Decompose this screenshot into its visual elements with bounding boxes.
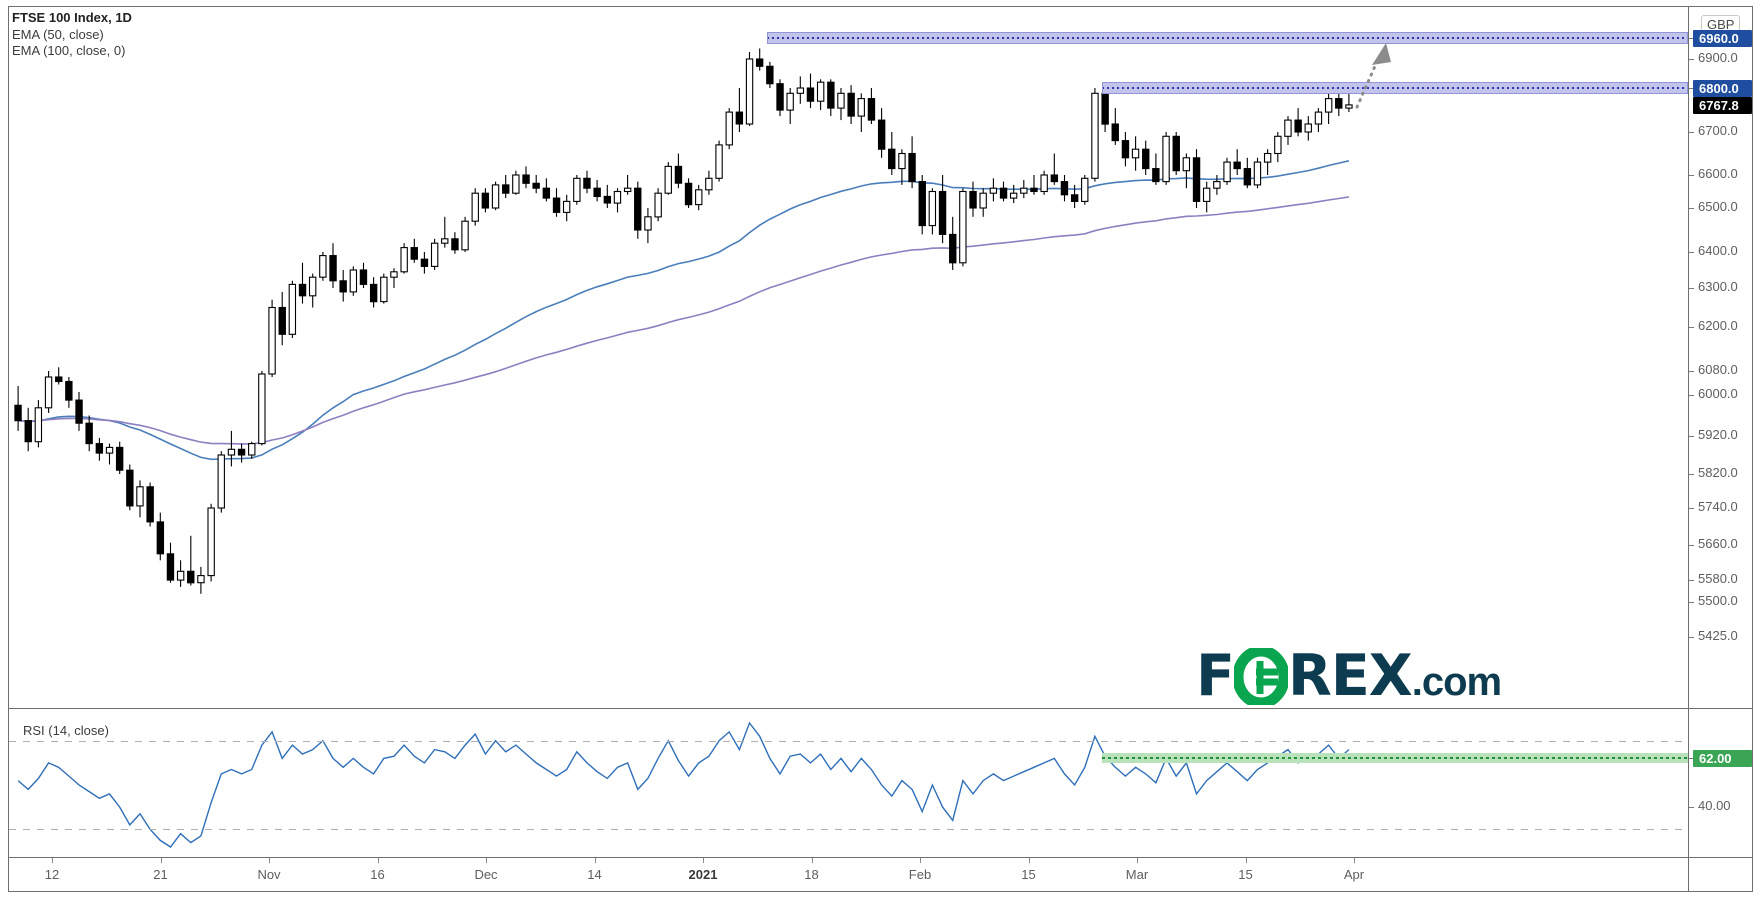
rsi-tick: 62.00 — [1689, 758, 1752, 760]
price-tick: 5820.0 — [1689, 465, 1752, 480]
x-axis[interactable]: 12 21 Nov 16 Dec 14 2021 18 Feb 15 Mar 15 Apr — [9, 858, 1688, 891]
last-price-label[interactable]: 6767.8 — [1693, 96, 1752, 114]
price-tick: 6600.0 — [1689, 166, 1752, 181]
resistance-zone-6960[interactable] — [767, 32, 1688, 44]
logo-text-rex: REX — [1287, 643, 1413, 709]
legend-ema50[interactable]: EMA (50, close) — [12, 26, 104, 42]
price-tick: 6960.0 — [1689, 38, 1752, 39]
price-tick: 5500.0 — [1689, 593, 1752, 608]
chart-legend: FTSE 100 Index, 1D EMA (50, close) EMA (… — [12, 10, 132, 60]
price-tick: 5920.0 — [1689, 427, 1752, 442]
forex-com-logo: F REX.com — [1196, 648, 1502, 705]
legend-title: FTSE 100 Index, 1D — [12, 10, 132, 25]
projection-arrow-icon[interactable] — [1339, 35, 1409, 115]
rsi-line — [17, 721, 1350, 848]
rsi-xaxis-divider — [8, 857, 1753, 858]
price-tick: 6300.0 — [1689, 279, 1752, 294]
rsi-legend-label: RSI (14, close) — [21, 723, 111, 738]
rsi-axis[interactable]: 62.00 40.00 62.00 — [1689, 709, 1752, 857]
rsi-label-62[interactable]: 62.00 — [1693, 749, 1752, 767]
price-tick: 6900.0 — [1689, 50, 1752, 65]
price-tick: 6700.0 — [1689, 123, 1752, 138]
price-tick: 6000.0 — [1689, 386, 1752, 401]
price-tick: 5740.0 — [1689, 499, 1752, 514]
price-label-6800[interactable]: 6800.0 — [1693, 79, 1752, 97]
price-tick: 6400.0 — [1689, 243, 1752, 258]
rsi-tick: 40.00 — [1689, 798, 1752, 813]
price-tick: 6500.0 — [1689, 199, 1752, 214]
price-tick: 6080.0 — [1689, 362, 1752, 377]
logo-o-icon — [1233, 648, 1288, 705]
rsi-support-zone[interactable] — [1102, 753, 1688, 764]
price-tick: 6200.0 — [1689, 318, 1752, 333]
price-rsi-divider — [8, 708, 1753, 709]
legend-ema100[interactable]: EMA (100, close, 0) — [12, 43, 126, 58]
chart-frame — [8, 6, 1753, 892]
price-tick: 5580.0 — [1689, 571, 1752, 586]
price-axis[interactable]: GBP 6960.06900.06800.06700.06600.06500.0… — [1689, 7, 1752, 707]
price-tick: 6800.0 — [1689, 88, 1752, 89]
logo-text: F — [1196, 643, 1235, 709]
price-tick: 5425.0 — [1689, 628, 1752, 643]
price-axis-divider — [1688, 6, 1689, 892]
logo-dotcom: .com — [1411, 660, 1502, 704]
rsi-pane[interactable]: RSI (14, close) — [9, 709, 1688, 857]
rsi-guide-30 — [9, 829, 1688, 831]
price-tick: 5660.0 — [1689, 536, 1752, 551]
price-candles — [14, 48, 1353, 594]
price-label-6960[interactable]: 6960.0 — [1693, 29, 1752, 47]
resistance-zone-6800[interactable] — [1102, 82, 1688, 94]
rsi-guide-70 — [9, 740, 1688, 742]
price-pane[interactable] — [9, 7, 1688, 707]
